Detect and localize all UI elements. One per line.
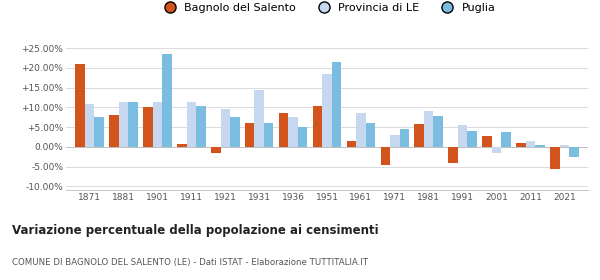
Bar xyxy=(230,117,239,147)
Bar xyxy=(313,106,322,147)
Bar xyxy=(162,54,172,147)
Bar xyxy=(535,145,545,147)
Bar xyxy=(245,123,254,147)
Bar xyxy=(569,147,578,157)
Bar xyxy=(380,147,390,165)
Text: COMUNE DI BAGNOLO DEL SALENTO (LE) - Dati ISTAT - Elaborazione TUTTITALIA.IT: COMUNE DI BAGNOLO DEL SALENTO (LE) - Dat… xyxy=(12,258,368,267)
Bar xyxy=(501,132,511,147)
Bar xyxy=(279,113,289,147)
Bar xyxy=(211,147,221,153)
Bar xyxy=(365,123,375,147)
Bar xyxy=(109,115,119,147)
Bar xyxy=(415,124,424,147)
Bar xyxy=(482,136,492,147)
Bar xyxy=(128,102,138,147)
Bar xyxy=(332,62,341,147)
Bar xyxy=(76,64,85,147)
Legend: Bagnolo del Salento, Provincia di LE, Puglia: Bagnolo del Salento, Provincia di LE, Pu… xyxy=(154,0,500,18)
Bar xyxy=(254,90,264,147)
Bar xyxy=(492,147,501,153)
Bar xyxy=(467,131,477,147)
Bar xyxy=(550,147,560,169)
Bar xyxy=(390,135,400,147)
Bar xyxy=(458,125,467,147)
Bar xyxy=(153,102,162,147)
Bar xyxy=(347,141,356,147)
Bar xyxy=(196,106,206,147)
Bar xyxy=(526,141,535,147)
Bar xyxy=(516,143,526,147)
Bar xyxy=(264,123,274,147)
Bar xyxy=(289,117,298,147)
Bar xyxy=(119,102,128,147)
Bar xyxy=(143,108,153,147)
Bar xyxy=(560,145,569,147)
Bar xyxy=(424,111,433,147)
Bar xyxy=(322,74,332,147)
Bar xyxy=(448,147,458,163)
Bar xyxy=(221,109,230,147)
Text: Variazione percentuale della popolazione ai censimenti: Variazione percentuale della popolazione… xyxy=(12,224,379,237)
Bar xyxy=(187,102,196,147)
Bar xyxy=(298,127,307,147)
Bar xyxy=(177,144,187,147)
Bar xyxy=(433,116,443,147)
Bar xyxy=(400,129,409,147)
Bar xyxy=(356,113,365,147)
Bar xyxy=(85,104,94,147)
Bar xyxy=(94,117,104,147)
